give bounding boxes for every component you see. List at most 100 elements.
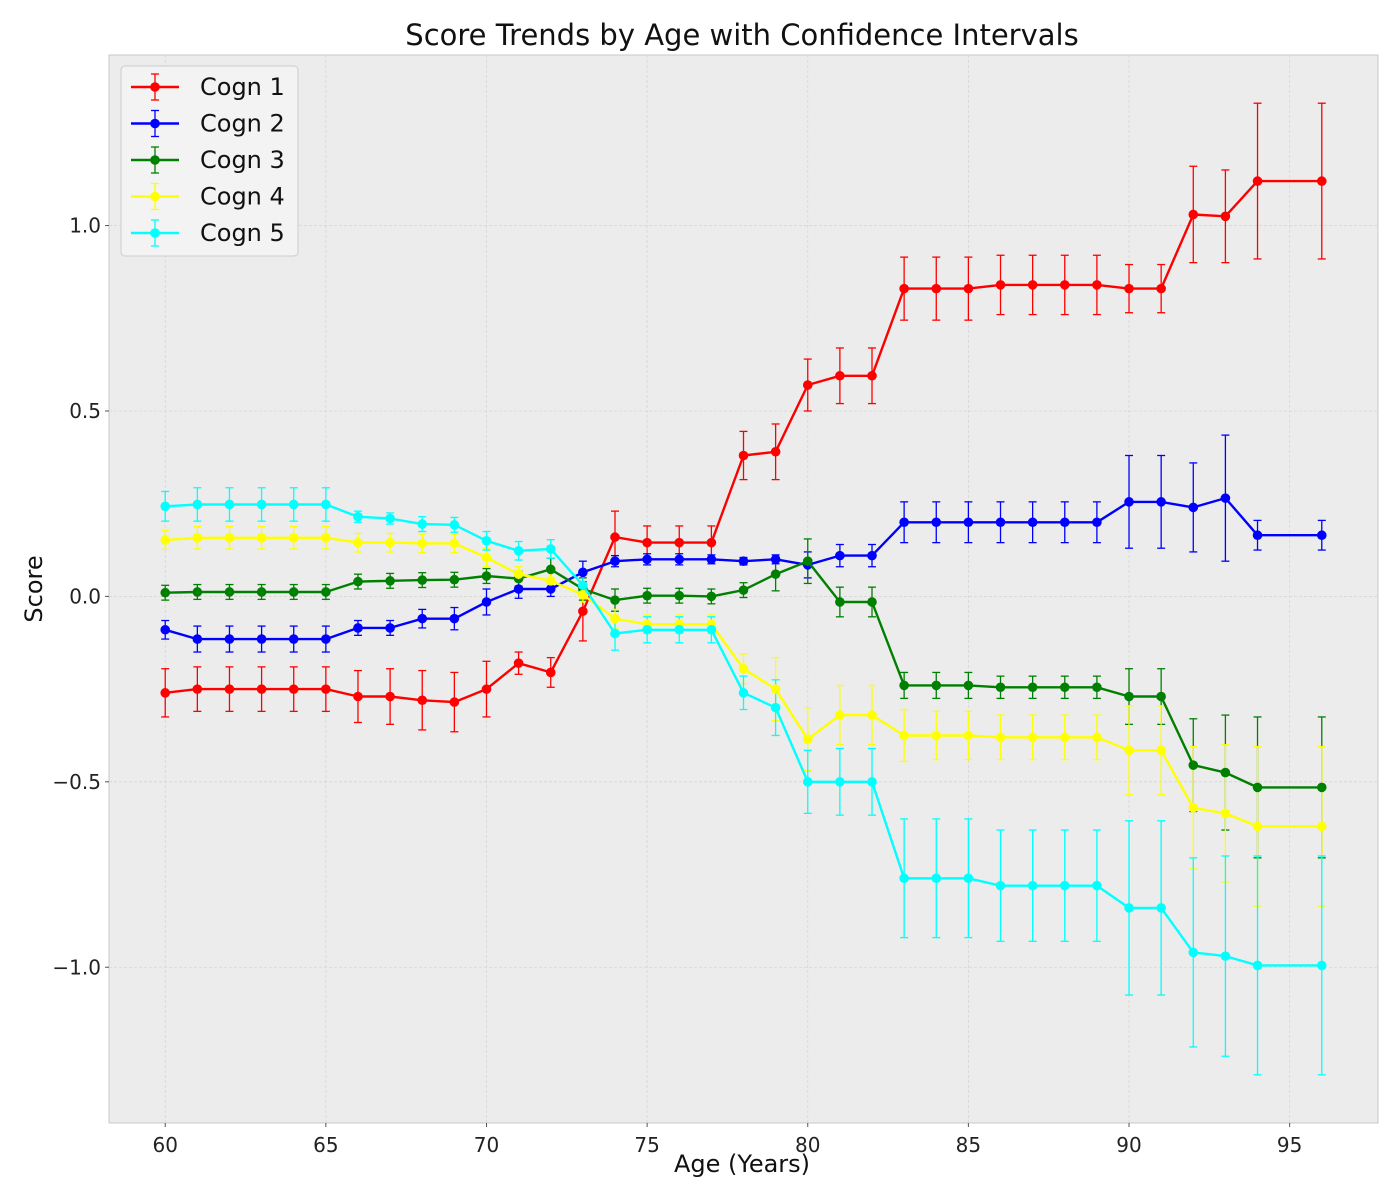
data-point (738, 663, 749, 674)
data-point (353, 691, 363, 702)
legend-label: Cogn 1 (200, 73, 285, 101)
data-point (385, 537, 395, 548)
data-point (835, 370, 845, 381)
data-point (899, 283, 909, 294)
data-point (867, 370, 877, 381)
data-point (224, 587, 235, 597)
data-point (449, 697, 460, 707)
legend-swatch-marker (150, 191, 160, 202)
data-point (706, 537, 717, 548)
data-point (1156, 903, 1166, 913)
data-point (706, 554, 717, 565)
data-point (256, 634, 267, 644)
data-point (160, 688, 171, 698)
data-point (1027, 880, 1038, 891)
data-point (288, 684, 299, 694)
data-point (770, 569, 781, 579)
data-point (1156, 283, 1166, 294)
data-point (1124, 283, 1134, 294)
data-point (256, 499, 267, 510)
data-point (1188, 209, 1199, 220)
data-point (481, 684, 492, 694)
data-point (931, 873, 942, 884)
data-point (738, 585, 749, 595)
data-point (481, 535, 492, 546)
data-point (1252, 782, 1263, 793)
data-point (867, 597, 877, 607)
series-lines (160, 176, 1327, 971)
data-point (417, 538, 428, 549)
data-point (1316, 960, 1327, 971)
data-point (385, 691, 395, 702)
data-point (802, 734, 813, 744)
legend-label: Cogn 3 (200, 146, 285, 174)
x-tick-label: 70 (474, 1133, 499, 1157)
y-tick-label: −1.0 (52, 955, 101, 979)
data-point (642, 590, 652, 601)
data-point (449, 574, 460, 585)
data-point (545, 544, 556, 554)
series-2 (160, 493, 1327, 644)
data-point (288, 587, 299, 597)
data-point (610, 595, 620, 605)
data-point (256, 684, 267, 694)
data-point (802, 777, 813, 787)
data-point (1220, 951, 1231, 961)
legend-swatch-marker (150, 228, 160, 238)
data-point (835, 597, 845, 607)
series-1 (160, 176, 1327, 707)
data-point (160, 587, 171, 598)
data-point (1220, 211, 1231, 222)
data-point (1124, 903, 1134, 913)
data-point (481, 552, 492, 563)
data-point (995, 517, 1006, 528)
x-tick-label: 75 (634, 1133, 659, 1157)
x-tick-label: 90 (1116, 1133, 1141, 1157)
legend: Cogn 1 Cogn 2 Cogn 3 Cogn 4 Cogn 5 (120, 65, 299, 257)
legend-box (120, 65, 299, 257)
data-point (545, 667, 556, 678)
data-point (288, 634, 299, 644)
data-point (867, 550, 877, 561)
data-point (417, 519, 428, 529)
data-point (931, 730, 942, 741)
data-point (1252, 960, 1263, 971)
data-point (963, 730, 974, 741)
data-point (931, 283, 942, 294)
data-point (963, 873, 974, 884)
data-point (995, 280, 1006, 290)
data-point (417, 613, 428, 624)
data-point (610, 532, 620, 542)
data-point (481, 571, 492, 581)
legend-swatch-marker (150, 82, 160, 92)
data-point (385, 576, 395, 586)
data-point (1124, 497, 1134, 507)
data-point (1027, 732, 1038, 743)
series-5 (160, 499, 1327, 971)
data-point (545, 584, 556, 594)
axis-ticks: 60 65 70 75 80 85 90 95 −1.0 −0.5 0.0 0.5 1.0 (52, 214, 1302, 1157)
data-point (770, 702, 781, 713)
data-point (192, 499, 203, 510)
data-point (192, 533, 203, 543)
data-point (1316, 782, 1327, 793)
data-point (1092, 880, 1102, 891)
data-point (1220, 808, 1231, 819)
data-point (1092, 732, 1102, 743)
data-point (256, 533, 267, 543)
data-point (770, 554, 781, 565)
y-axis-label: Score (20, 555, 48, 622)
data-point (674, 537, 685, 548)
y-tick-label: 0.5 (69, 399, 101, 423)
data-point (1059, 517, 1070, 528)
data-point (385, 513, 395, 524)
data-point (1059, 732, 1070, 743)
x-tick-label: 80 (795, 1133, 820, 1157)
data-point (610, 628, 620, 639)
data-point (899, 517, 909, 528)
data-point (1188, 760, 1199, 770)
data-point (738, 556, 749, 566)
data-point (224, 499, 235, 510)
x-tick-label: 65 (313, 1133, 338, 1157)
